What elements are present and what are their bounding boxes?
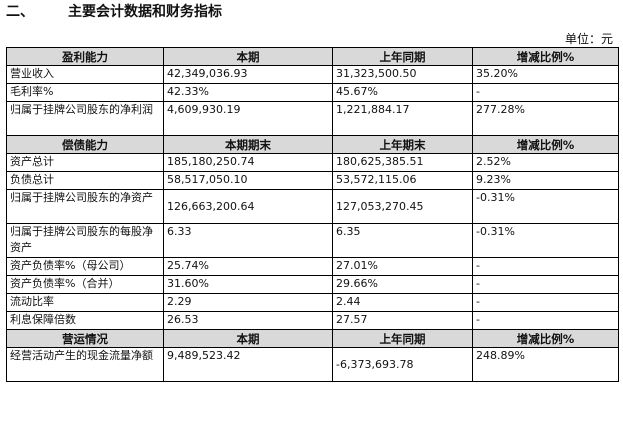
row-label: 归属于挂牌公司股东的每股净资产 bbox=[6, 223, 164, 258]
column-header: 本期 bbox=[163, 329, 333, 348]
change-value: -0.31% bbox=[472, 223, 619, 258]
change-value: - bbox=[472, 311, 619, 330]
change-value: 277.28% bbox=[472, 101, 619, 136]
change-value: - bbox=[472, 83, 619, 102]
current-value: 185,180,250.74 bbox=[163, 153, 333, 172]
table-row: 归属于挂牌公司股东的净利润 4,609,930.19 1,221,884.17 … bbox=[6, 101, 619, 136]
column-header: 上年同期 bbox=[332, 329, 473, 348]
change-value: 9.23% bbox=[472, 171, 619, 190]
column-header: 偿债能力 bbox=[6, 135, 164, 154]
previous-value: -6,373,693.78 bbox=[332, 347, 473, 382]
current-value: 9,489,523.42 bbox=[163, 347, 333, 382]
previous-value: 6.35 bbox=[332, 223, 473, 258]
table-row: 归属于挂牌公司股东的每股净资产 6.33 6.35 -0.31% bbox=[6, 223, 619, 258]
change-value: - bbox=[472, 257, 619, 276]
section-heading: 二、 主要会计数据和财务指标 bbox=[6, 0, 222, 26]
column-header: 本期 bbox=[163, 47, 333, 66]
current-value: 42,349,036.93 bbox=[163, 65, 333, 84]
current-value: 126,663,200.64 bbox=[163, 189, 333, 224]
change-value: - bbox=[472, 275, 619, 294]
column-header: 营运情况 bbox=[6, 329, 164, 348]
table-header-row: 偿债能力 本期期末 上年期末 增减比例% bbox=[6, 135, 619, 154]
table-row: 资产负债率%（合并） 31.60% 29.66% - bbox=[6, 275, 619, 294]
previous-value: 27.57 bbox=[332, 311, 473, 330]
table-row: 毛利率% 42.33% 45.67% - bbox=[6, 83, 619, 102]
current-value: 42.33% bbox=[163, 83, 333, 102]
current-value: 26.53 bbox=[163, 311, 333, 330]
row-label: 归属于挂牌公司股东的净利润 bbox=[6, 101, 164, 136]
column-header: 增减比例% bbox=[472, 47, 619, 66]
column-header: 上年期末 bbox=[332, 135, 473, 154]
previous-value: 29.66% bbox=[332, 275, 473, 294]
table-header-row: 盈利能力 本期 上年同期 增减比例% bbox=[6, 47, 619, 66]
table-header-row: 营运情况 本期 上年同期 增减比例% bbox=[6, 329, 619, 348]
row-label: 资产负债率%（母公司） bbox=[6, 257, 164, 276]
previous-value: 31,323,500.50 bbox=[332, 65, 473, 84]
row-label: 毛利率% bbox=[6, 83, 164, 102]
table-row: 负债总计 58,517,050.10 53,572,115.06 9.23% bbox=[6, 171, 619, 190]
table-row: 流动比率 2.29 2.44 - bbox=[6, 293, 619, 312]
table-row: 利息保障倍数 26.53 27.57 - bbox=[6, 311, 619, 330]
previous-value: 53,572,115.06 bbox=[332, 171, 473, 190]
change-value: 248.89% bbox=[472, 347, 619, 382]
current-value: 31.60% bbox=[163, 275, 333, 294]
current-value: 25.74% bbox=[163, 257, 333, 276]
row-label: 资产负债率%（合并） bbox=[6, 275, 164, 294]
row-label: 负债总计 bbox=[6, 171, 164, 190]
previous-value: 45.67% bbox=[332, 83, 473, 102]
column-header: 增减比例% bbox=[472, 329, 619, 348]
table-row: 归属于挂牌公司股东的净资产 126,663,200.64 127,053,270… bbox=[6, 189, 619, 224]
row-label: 流动比率 bbox=[6, 293, 164, 312]
change-value: - bbox=[472, 293, 619, 312]
section-title: 主要会计数据和财务指标 bbox=[68, 4, 222, 20]
table-row: 资产总计 185,180,250.74 180,625,385.51 2.52% bbox=[6, 153, 619, 172]
current-value: 58,517,050.10 bbox=[163, 171, 333, 190]
section-number: 二、 bbox=[6, 4, 34, 20]
current-value: 6.33 bbox=[163, 223, 333, 258]
unit-label: 单位：元 bbox=[564, 32, 613, 46]
table-row: 营业收入 42,349,036.93 31,323,500.50 35.20% bbox=[6, 65, 619, 84]
column-header: 本期期末 bbox=[163, 135, 333, 154]
row-label: 营业收入 bbox=[6, 65, 164, 84]
column-header: 盈利能力 bbox=[6, 47, 164, 66]
row-label: 经营活动产生的现金流量净额 bbox=[6, 347, 164, 382]
row-label: 利息保障倍数 bbox=[6, 311, 164, 330]
row-label: 归属于挂牌公司股东的净资产 bbox=[6, 189, 164, 224]
table-row: 资产负债率%（母公司） 25.74% 27.01% - bbox=[6, 257, 619, 276]
financial-indicators-table: 盈利能力 本期 上年同期 增减比例% 营业收入 42,349,036.93 31… bbox=[6, 47, 619, 382]
change-value: 35.20% bbox=[472, 65, 619, 84]
current-value: 4,609,930.19 bbox=[163, 101, 333, 136]
current-value: 2.29 bbox=[163, 293, 333, 312]
column-header: 增减比例% bbox=[472, 135, 619, 154]
previous-value: 180,625,385.51 bbox=[332, 153, 473, 172]
change-value: 2.52% bbox=[472, 153, 619, 172]
change-value: -0.31% bbox=[472, 189, 619, 224]
table-row: 经营活动产生的现金流量净额 9,489,523.42 -6,373,693.78… bbox=[6, 347, 619, 382]
previous-value: 1,221,884.17 bbox=[332, 101, 473, 136]
column-header: 上年同期 bbox=[332, 47, 473, 66]
previous-value: 2.44 bbox=[332, 293, 473, 312]
previous-value: 127,053,270.45 bbox=[332, 189, 473, 224]
previous-value: 27.01% bbox=[332, 257, 473, 276]
row-label: 资产总计 bbox=[6, 153, 164, 172]
